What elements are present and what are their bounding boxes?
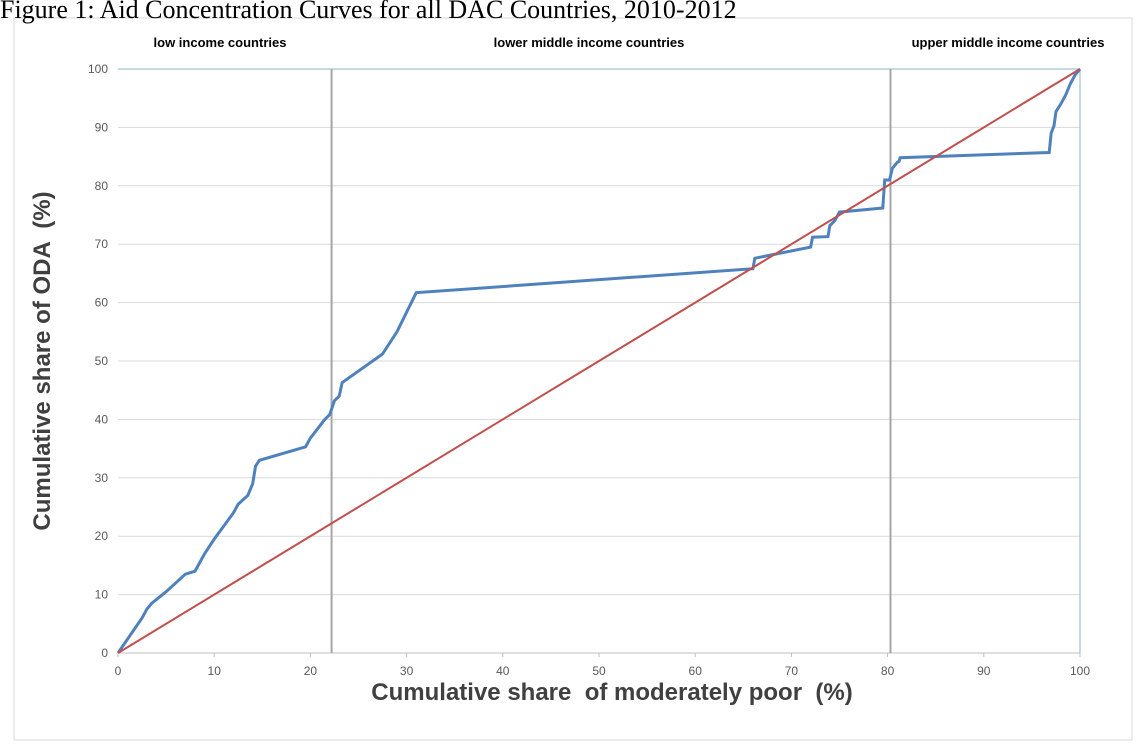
x-tick-label: 10 xyxy=(208,664,222,678)
x-tick-label: 70 xyxy=(785,664,799,678)
series-line xyxy=(117,68,1081,654)
y-tick-label: 10 xyxy=(95,588,109,602)
y-tick-label: 70 xyxy=(95,237,109,251)
y-tick-label: 40 xyxy=(95,412,109,426)
y-tick-label: 30 xyxy=(95,471,109,485)
annotation: low income countries xyxy=(154,35,287,50)
y-tick-label: 100 xyxy=(88,62,108,76)
x-tick-label: 90 xyxy=(977,664,991,678)
y-tick-label: 20 xyxy=(95,529,109,543)
series-line xyxy=(116,68,1082,654)
annotation: lower middle income countries xyxy=(494,35,685,50)
x-tick-label: 50 xyxy=(592,664,606,678)
y-tick-label: 0 xyxy=(101,646,108,660)
x-tick-label: 60 xyxy=(689,664,703,678)
chart-title: Figure 1: Aid Concentration Curves for a… xyxy=(0,0,737,24)
x-tick-label: 30 xyxy=(400,664,414,678)
chart-frame xyxy=(13,17,1133,741)
x-tick-label: 100 xyxy=(1070,664,1090,678)
x-tick-label: 80 xyxy=(881,664,895,678)
x-tick-label: 20 xyxy=(304,664,318,678)
y-tick-label: 80 xyxy=(95,179,109,193)
y-tick-label: 50 xyxy=(95,354,109,368)
y-tick-label: 60 xyxy=(95,296,109,310)
annotation: upper middle income countries xyxy=(912,35,1105,50)
y-axis-label: Cumulative share of ODA (%) xyxy=(29,191,56,530)
y-tick-label: 90 xyxy=(95,120,109,134)
x-tick-label: 0 xyxy=(115,664,122,678)
x-tick-label: 40 xyxy=(496,664,510,678)
x-axis-label: Cumulative share of moderately poor (%) xyxy=(371,679,852,706)
